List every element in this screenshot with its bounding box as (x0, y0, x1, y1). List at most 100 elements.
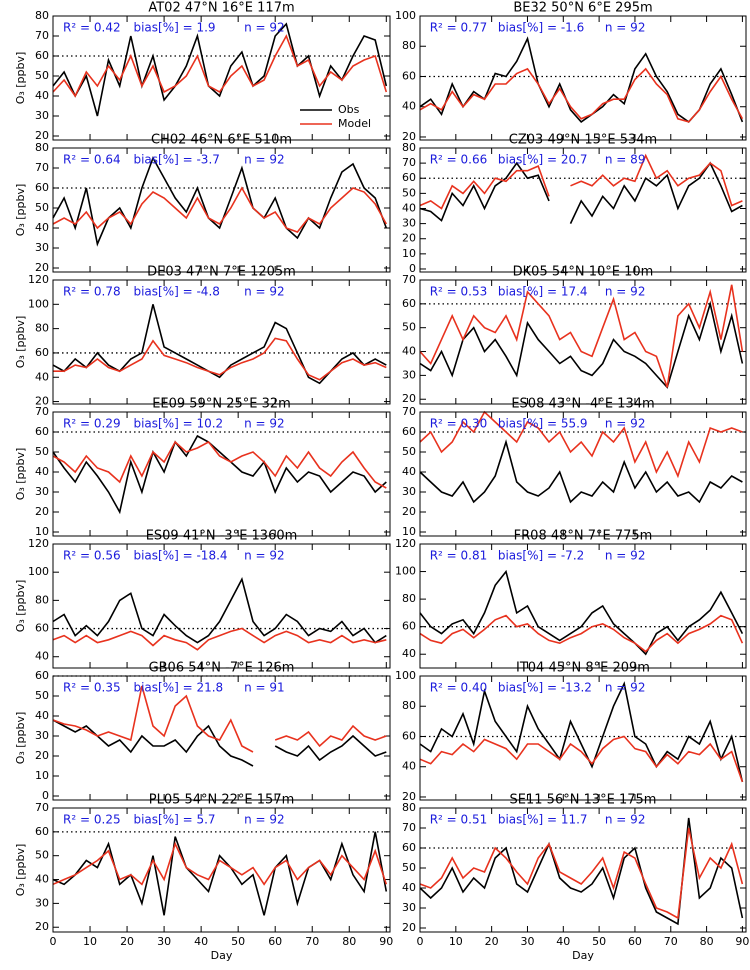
panel-title: BE32 50°N 6°E 295m (513, 1, 652, 16)
panel-title: FR08 48°N 7°E 775m (514, 529, 653, 544)
y-tick-label: 30 (35, 241, 49, 254)
y-tick-label: 60 (35, 346, 49, 359)
series-line (52, 440, 387, 489)
y-axis-label: O₃ [ppbv] (14, 184, 27, 237)
series-line (419, 153, 743, 210)
y-tick-label: 30 (402, 485, 416, 498)
stat-annotation: bias[%] = -4.8 (133, 285, 219, 299)
stat-annotation: n = 92 (605, 21, 646, 35)
series-line (419, 827, 744, 920)
stat-annotation: n = 92 (605, 285, 646, 299)
y-tick-label: 30 (402, 217, 416, 230)
y-tick-label: 50 (402, 186, 416, 199)
y-tick-label: 30 (35, 729, 49, 742)
x-tick-label: 80 (342, 935, 356, 948)
y-tick-label: 120 (395, 537, 416, 550)
y-tick-label: 0 (409, 262, 416, 275)
stat-annotation: bias[%] = 20.7 (498, 153, 588, 167)
plot-frame (52, 279, 391, 405)
stat-annotation: n = 92 (244, 549, 285, 563)
panel-title: ES09 41°N -3°E 1360m (146, 529, 298, 544)
y-tick-label: 80 (402, 801, 416, 814)
y-tick-label: 20 (402, 130, 416, 143)
stat-annotation: bias[%] = 21.8 (133, 681, 223, 695)
y-tick-label: 40 (402, 760, 416, 773)
series-line (419, 439, 743, 504)
stat-annotation: R² = 0.66 (430, 153, 488, 167)
panel-title: AT02 47°N 16°E 117m (148, 1, 294, 16)
plot-frame (419, 147, 747, 273)
y-tick-label: 60 (35, 622, 49, 635)
y-tick-label: 100 (28, 565, 49, 578)
y-tick-label: 50 (35, 69, 49, 82)
series-line (52, 304, 387, 385)
x-tick-label: 10 (449, 935, 463, 948)
series-line (52, 719, 387, 767)
series-line (419, 161, 743, 224)
stat-annotation: R² = 0.81 (430, 549, 488, 563)
panel-title: EE09 59°N 25°E 32m (152, 397, 291, 412)
stat-annotation: n = 89 (605, 153, 646, 167)
y-tick-label: 20 (35, 505, 49, 518)
y-tick-label: 10 (35, 525, 49, 538)
legend-label: Obs (338, 103, 360, 116)
stat-annotation: R² = 0.40 (430, 681, 488, 695)
stat-annotation: R² = 0.29 (63, 417, 121, 431)
series-line (53, 337, 387, 381)
x-tick-label: 70 (664, 935, 678, 948)
x-tick-label: 20 (485, 935, 499, 948)
stat-annotation: n = 92 (244, 285, 285, 299)
series-line (419, 614, 744, 653)
y-tick-label: 20 (402, 505, 416, 518)
y-tick-label: 40 (402, 201, 416, 214)
y-tick-label: 50 (402, 861, 416, 874)
y-tick-label: 70 (402, 273, 416, 286)
y-tick-label: 40 (35, 709, 49, 722)
x-tick-label: 80 (700, 935, 714, 948)
y-tick-label: 30 (35, 896, 49, 909)
stat-annotation: bias[%] = 17.4 (498, 285, 588, 299)
plot-frame (419, 675, 747, 801)
y-tick-label: 70 (35, 29, 49, 42)
y-tick-label: 20 (402, 790, 416, 803)
panel-title: SE11 56°N 13°E 175m (510, 793, 657, 808)
x-axis-label: Day (572, 949, 594, 962)
x-tick-label: 90 (735, 935, 749, 948)
y-tick-label: 100 (28, 297, 49, 310)
y-tick-label: 10 (402, 247, 416, 260)
stat-annotation: n = 91 (244, 681, 285, 695)
x-tick-label: 40 (194, 935, 208, 948)
panel-title: IT04 45°N 8°E 209m (516, 661, 650, 676)
stat-annotation: bias[%] = 10.2 (133, 417, 223, 431)
stat-annotation: bias[%] = 1.9 (133, 21, 215, 35)
y-tick-label: 70 (35, 801, 49, 814)
series-line (52, 627, 387, 651)
y-tick-label: 40 (402, 647, 416, 660)
panel-title: PL05 54°N 22°E 157m (149, 793, 295, 808)
stat-annotation: n = 92 (605, 417, 646, 431)
stat-annotation: bias[%] = 11.7 (498, 813, 588, 827)
x-tick-label: 40 (556, 935, 570, 948)
y-tick-label: 20 (35, 749, 49, 762)
plot-frame (52, 675, 391, 801)
stat-annotation: R² = 0.77 (430, 21, 488, 35)
x-tick-label: 0 (417, 935, 424, 948)
y-tick-label: 40 (402, 881, 416, 894)
y-tick-label: 120 (28, 537, 49, 550)
x-tick-label: 30 (520, 935, 534, 948)
y-tick-label: 50 (35, 689, 49, 702)
y-tick-label: 80 (402, 699, 416, 712)
plot-frame (52, 807, 391, 933)
stat-annotation: n = 92 (244, 813, 285, 827)
y-tick-label: 80 (402, 39, 416, 52)
y-tick-label: 60 (35, 425, 49, 438)
series-line (52, 831, 388, 916)
series-line (419, 67, 744, 123)
series-line (52, 22, 388, 117)
y-tick-label: 80 (35, 322, 49, 335)
y-tick-label: 70 (402, 156, 416, 169)
series-line (52, 841, 388, 886)
panel-title: ES08 43°N -4°E 134m (511, 397, 654, 412)
stat-annotation: bias[%] = -1.6 (498, 21, 584, 35)
